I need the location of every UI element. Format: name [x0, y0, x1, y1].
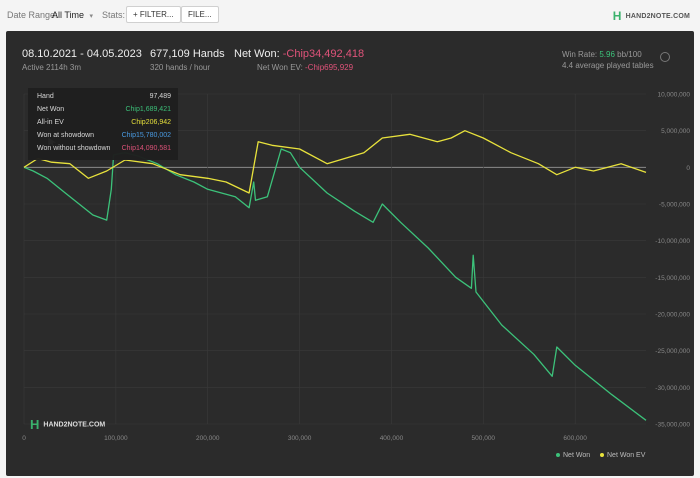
date-range-summary: 08.10.2021 - 04.05.2023 [22, 48, 142, 60]
tooltip-value: Chip15,780,002 [121, 132, 171, 139]
tooltip-row: Won at showdown Chip15,780,002 [37, 132, 171, 139]
y-tick-label: -15,000,000 [655, 275, 690, 282]
watermark-text: HAND2NOTE.COM [43, 421, 106, 429]
watermark: H HAND2NOTE.COM [30, 417, 105, 432]
chevron-down-icon: ▾ [89, 13, 94, 20]
y-tick-label: -30,000,000 [655, 385, 690, 392]
series-line-net-won-ev [23, 130, 647, 194]
legend-net-won-ev[interactable]: Net Won EV [600, 452, 645, 459]
net-won-ev-value: -Chip695,929 [305, 63, 354, 72]
y-tick-label: -20,000,000 [655, 312, 690, 319]
date-range-value: All Time [52, 10, 85, 20]
y-tick-label: -10,000,000 [655, 238, 690, 245]
y-tick-label: -5,000,000 [659, 202, 690, 209]
watermark-h-icon: H [30, 417, 40, 432]
y-tick-label: 10,000,000 [657, 92, 690, 99]
x-tick-label: 0 [22, 435, 26, 442]
tooltip-row: Won without showdown Chip14,090,581 [37, 145, 171, 152]
win-rate: Win Rate: 5.96 bb/100 [562, 50, 642, 59]
file-button[interactable]: FILE... [181, 6, 219, 23]
win-rate-unit: bb/100 [617, 50, 642, 59]
settings-gear-icon[interactable] [660, 52, 670, 62]
y-tick-label: 5,000,000 [661, 128, 690, 135]
tooltip-row: Hand 97,489 [37, 93, 171, 100]
hover-tooltip: Hand 97,489 Net Won Chip1,689,421 All-in EV C… [28, 88, 178, 160]
y-tick-label: -35,000,000 [655, 422, 690, 429]
legend-dot-icon [600, 453, 604, 458]
date-range-select[interactable]: All Time ▾ [52, 10, 93, 20]
tooltip-value: Chip1,689,421 [125, 106, 171, 113]
y-tick-label: 0 [686, 165, 690, 172]
legend-dot-icon [556, 453, 560, 458]
x-tick-label: 600,000 [563, 435, 587, 442]
legend-net-won[interactable]: Net Won [556, 452, 590, 459]
net-won-ev-summary: Net Won EV: -Chip695,929 [257, 63, 353, 72]
x-tick-label: 100,000 [104, 435, 128, 442]
y-tick-label: -25,000,000 [655, 348, 690, 355]
tooltip-label: Won at showdown [37, 132, 95, 139]
win-rate-label: Win Rate: [562, 50, 598, 59]
brand-text: HAND2NOTE.COM [625, 12, 690, 20]
tooltip-value: Chip14,090,581 [121, 145, 171, 152]
x-tick-label: 500,000 [472, 435, 496, 442]
brand-logo: H HAND2NOTE.COM [613, 9, 690, 23]
brand-h-icon: H [612, 9, 622, 23]
tooltip-value: 97,489 [149, 93, 171, 100]
net-won-value: -Chip34,492,418 [282, 48, 365, 60]
series-line-net-won [23, 148, 647, 421]
filter-button[interactable]: + FILTER... [126, 6, 181, 23]
stats-label: Stats: [102, 10, 126, 20]
tooltip-label: Net Won [37, 106, 65, 113]
hands-count: 677,109 Hands [150, 48, 225, 60]
tooltip-row: All-in EV Chip206,942 [37, 119, 171, 126]
win-rate-value: 5.96 [599, 50, 615, 59]
date-range-label: Date Range: [7, 10, 58, 20]
tooltip-label: Won without showdown [37, 145, 111, 152]
hands-rate: 320 hands / hour [150, 63, 211, 72]
legend-net-won-label: Net Won [563, 452, 591, 459]
x-tick-label: 400,000 [380, 435, 404, 442]
legend-net-won-ev-label: Net Won EV [607, 452, 646, 459]
top-toolbar: Date Range: All Time ▾ Stats: + FILTER..… [0, 0, 700, 30]
net-won-summary: Net Won: -Chip34,492,418 [234, 48, 364, 60]
net-won-ev-label: Net Won EV: [257, 63, 303, 72]
tooltip-row: Net Won Chip1,689,421 [37, 106, 171, 113]
x-tick-label: 300,000 [288, 435, 312, 442]
active-time: Active 2114h 3m [22, 63, 81, 72]
net-won-label: Net Won: [234, 48, 280, 60]
x-tick-label: 200,000 [196, 435, 220, 442]
tooltip-label: All-in EV [37, 119, 64, 126]
avg-tables: 4.4 average played tables [562, 61, 654, 70]
tooltip-value: Chip206,942 [131, 119, 171, 126]
tooltip-label: Hand [37, 93, 54, 100]
